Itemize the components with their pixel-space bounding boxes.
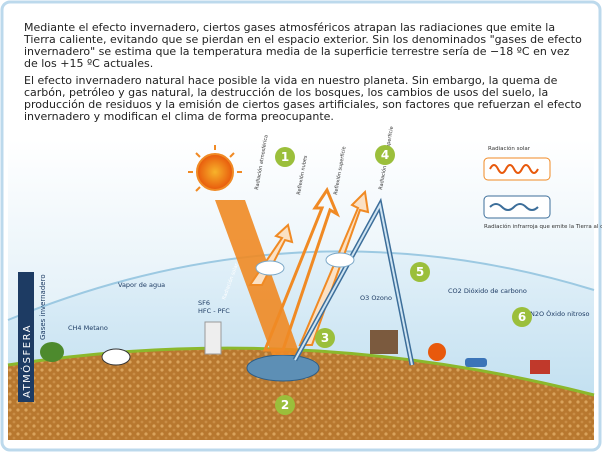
side-label: ATMÓSFERA bbox=[20, 324, 33, 398]
legend-label: Radiación infrarroja que emite la Tierra… bbox=[484, 223, 602, 230]
step-number: 5 bbox=[416, 265, 424, 279]
step-number: 1 bbox=[281, 150, 289, 164]
step-number: 4 bbox=[381, 148, 389, 162]
step-number: 6 bbox=[518, 310, 526, 324]
gas-label: Vapor de agua bbox=[118, 281, 165, 289]
page: ATMÓSFERA Gases invernadero Vapor de agua C… bbox=[0, 0, 602, 452]
gas-label: SF6 bbox=[198, 299, 210, 307]
gas-label: O3 Ozono bbox=[360, 294, 392, 302]
intro-text: Mediante el efecto invernadero, ciertos … bbox=[24, 22, 586, 128]
step-number: 3 bbox=[321, 331, 329, 345]
side-sublabel: Gases invernadero bbox=[39, 274, 47, 340]
paragraph: Mediante el efecto invernadero, ciertos … bbox=[24, 22, 586, 70]
legend-label: Radiación solar bbox=[488, 145, 531, 152]
step-number: 2 bbox=[281, 398, 289, 412]
gas-label: CO2 Dióxido de carbono bbox=[448, 287, 527, 295]
gas-label: N2O Óxido nitroso bbox=[530, 309, 589, 318]
paragraph: El efecto invernadero natural hace posib… bbox=[24, 75, 586, 123]
gas-label: HFC - PFC bbox=[198, 307, 230, 315]
gas-label: CH4 Metano bbox=[68, 324, 108, 332]
